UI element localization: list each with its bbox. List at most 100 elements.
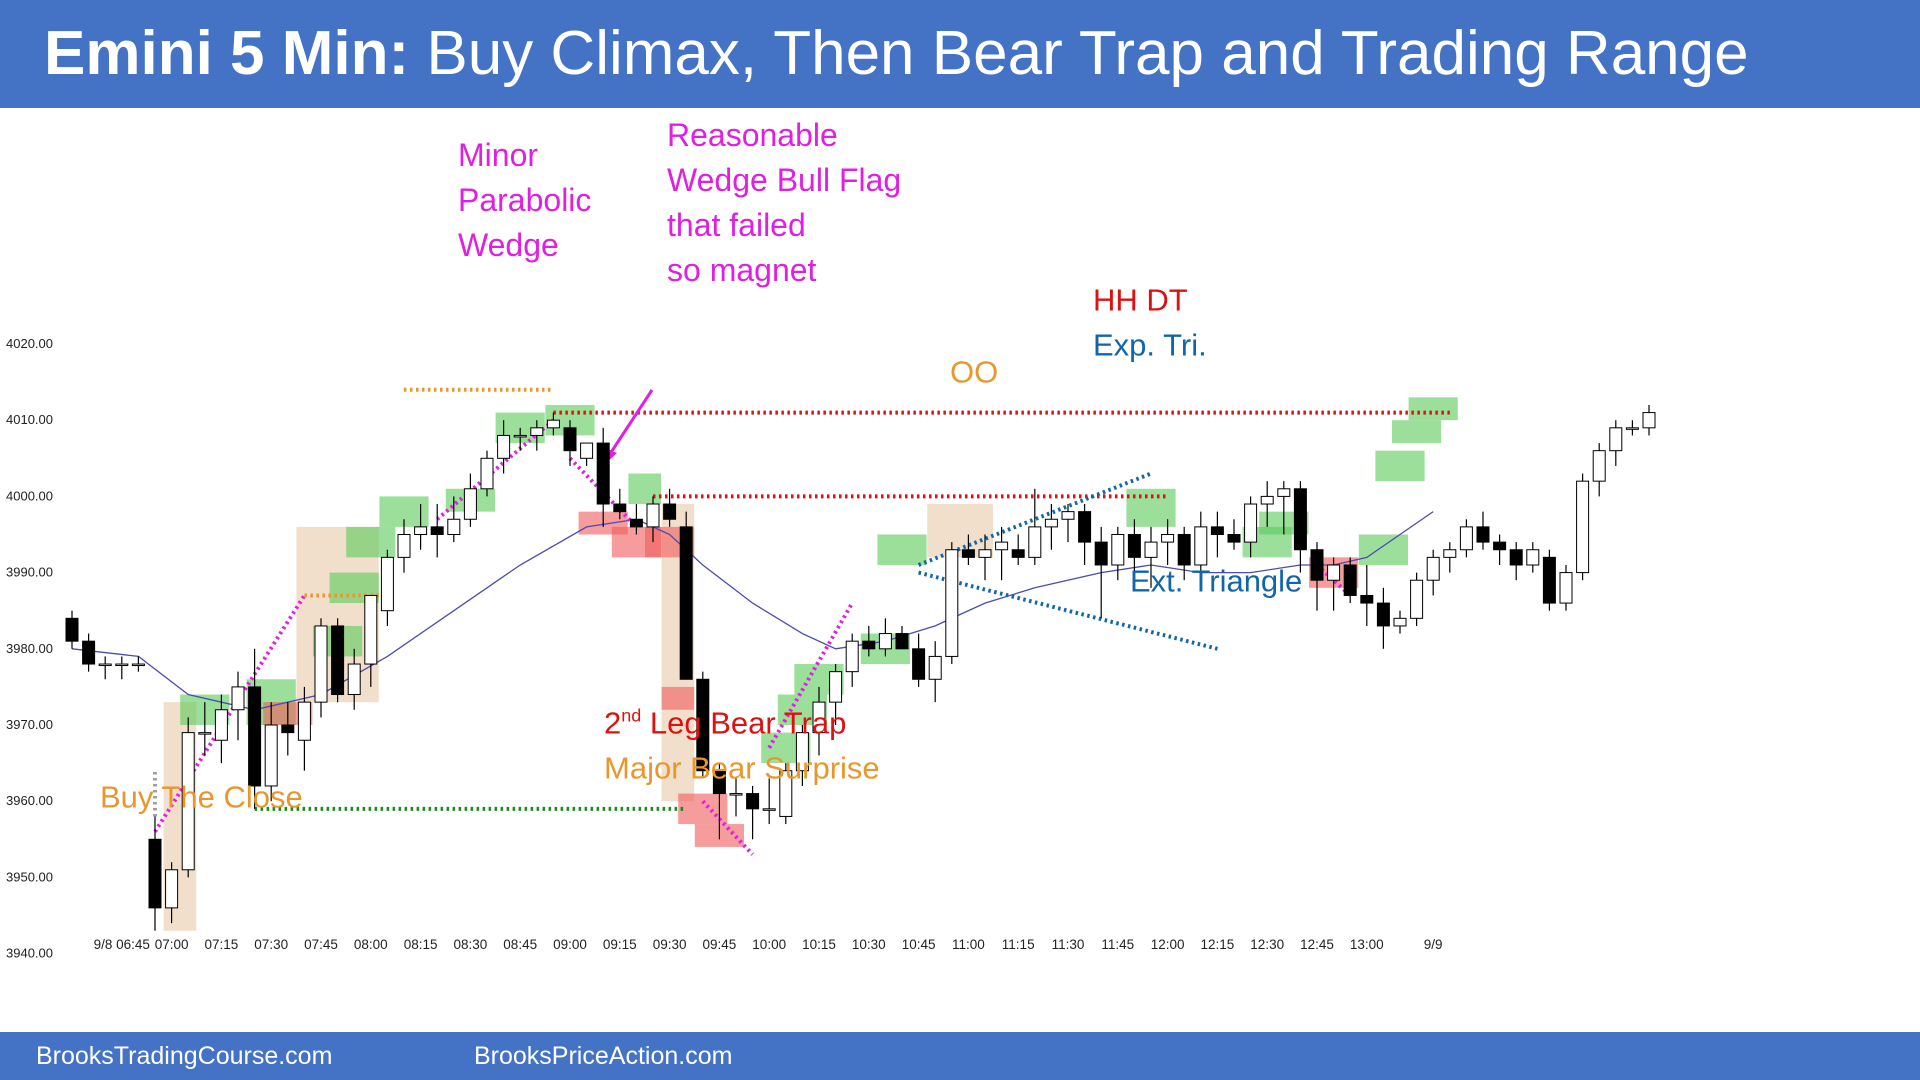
page-title: Emini 5 Min: Buy Climax, Then Bear Trap … [44,16,1749,92]
bull-bar-body [530,427,544,436]
bull-bar-body [995,541,1009,551]
bear-bar-body [862,640,876,650]
bear-bar-body [961,549,975,558]
price-bar [1028,488,1042,565]
bull-bar-body [812,701,826,734]
bull-bar-body [414,526,428,536]
bull-bar-body [1625,427,1639,430]
price-bar [1609,420,1623,466]
bull-bar-body [646,503,660,528]
price-bar [264,702,278,802]
bear-bar-body [563,427,577,452]
x-tick-label: 11:45 [1101,937,1134,952]
bull-bar-body [165,869,179,909]
dotted-line-magenta-4 [767,602,854,749]
bear-bar-body [1210,526,1224,536]
bull-box-22 [1358,534,1408,565]
bull-bar-body [878,633,892,650]
bull-bar-body [779,770,793,817]
x-tick-label: 9/8 06:45 [94,937,150,952]
price-bar [1127,519,1141,573]
price-bar [98,656,112,680]
annotation-hh-dt: HH DT [1093,283,1188,318]
price-bar [1542,549,1556,611]
x-tick-label: 10:00 [752,937,786,952]
price-bar [331,618,345,703]
price-bar [198,702,212,756]
price-bar [1161,519,1175,565]
bear-bar-body [895,633,909,650]
bear-bar-body [430,526,444,536]
x-tick-label: 11:15 [1002,937,1035,952]
bear-bar-body [1078,511,1092,543]
dotted-line-magenta-2 [568,456,638,529]
price-bars [65,404,1656,931]
price-bar [480,450,494,497]
x-tick-label: 11:30 [1052,937,1085,952]
bull-bar-body [463,488,477,520]
price-bar [746,785,760,840]
bull-bar-body [297,701,311,741]
price-bar [613,488,627,520]
price-bar [1642,404,1656,436]
bull-bar-body [497,434,511,459]
bull-bar-body [829,671,843,703]
bull-bar-body [131,663,145,667]
price-bar [646,496,660,543]
price-bar [762,778,776,825]
price-bar [1227,519,1241,550]
price-bar [563,420,577,466]
x-tick-label: 10:30 [852,937,886,952]
price-bar [1094,526,1108,619]
price-bar [1559,564,1573,611]
price-bar [165,862,179,924]
bull-bar-body [1028,526,1042,558]
price-bar [795,725,809,786]
dotted-line-magenta-0 [153,594,307,833]
bull-bar-body [380,556,394,612]
bear-bar-body [613,503,627,513]
bear-bar-body [248,686,262,787]
footer-banner: BrooksTradingCourse.com BrooksPriceActio… [0,1032,1920,1080]
footer-link-brookspriceaction[interactable]: BrooksPriceAction.com [474,1042,733,1070]
price-bar [380,549,394,626]
bear-bar-body [1493,541,1507,551]
tan-box-3 [927,504,993,558]
bull-bar-body [1426,556,1440,581]
bear-bar-body [629,518,643,528]
price-bar [1078,504,1092,565]
price-bar [181,717,195,878]
bull-bar-body [795,732,809,772]
bull-bar-body [1410,579,1424,619]
price-bar [231,671,245,741]
price-bar [497,420,511,474]
bull-bar-body [264,724,278,787]
bull-bar-body [580,442,594,459]
price-bar [912,633,926,687]
price-bar [1310,542,1324,611]
bear-bar-body [596,442,610,505]
bear-bar-body [1127,534,1141,558]
bull-bar-body [513,434,527,438]
price-bar [347,648,361,710]
x-tick-label: 08:00 [354,937,388,952]
annotation-wedge-bull-flag: so magnet [667,252,817,288]
y-tick-label: 3970.00 [6,717,53,732]
price-bar [1277,481,1291,535]
price-bar [1061,504,1075,543]
annotation-wedge-bull-flag: Reasonable [667,117,838,153]
price-bar [1327,557,1341,611]
annotation-minor-parabolic-wedge: Minor [458,137,538,173]
price-bar [1410,572,1424,626]
x-tick-label: 12:15 [1201,937,1235,952]
price-bar [779,763,793,825]
y-tick-label: 4020.00 [6,336,53,351]
bull-box-8 [346,526,396,558]
price-bar [596,427,610,527]
price-bar [414,504,428,550]
bull-bar-body [1642,412,1656,429]
annotation-minor-parabolic-wedge: Wedge [458,227,559,263]
footer-link-brookstradingcourse[interactable]: BrooksTradingCourse.com [36,1042,333,1070]
y-tick-label: 4010.00 [6,412,53,427]
bull-bar-body [231,686,245,711]
